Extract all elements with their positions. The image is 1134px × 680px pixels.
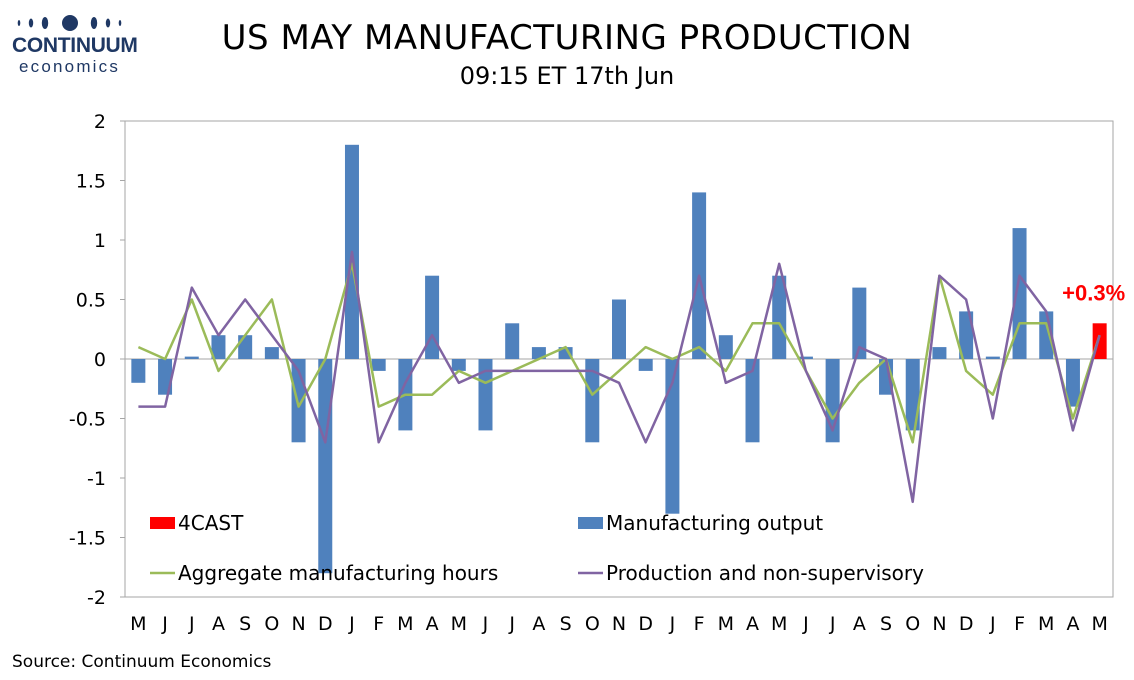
legend-label: Manufacturing output xyxy=(606,511,823,535)
legend-swatch xyxy=(578,517,603,529)
x-tick-label: J xyxy=(188,613,195,635)
chart-subtitle: 09:15 ET 17th Jun xyxy=(459,62,675,90)
output-bar xyxy=(558,347,573,359)
output-bar xyxy=(985,356,1000,359)
output-bar xyxy=(585,359,600,443)
output-bar xyxy=(531,347,546,359)
output-bar xyxy=(932,347,947,359)
x-tick-label: A xyxy=(1066,613,1079,635)
y-tick-label: 1.5 xyxy=(76,171,106,193)
x-tick-label: M xyxy=(1091,613,1107,635)
output-bar xyxy=(718,335,733,359)
x-tick-label: M xyxy=(771,613,787,635)
x-tick-label: J xyxy=(161,613,168,635)
legend-label: Aggregate manufacturing hours xyxy=(178,561,498,585)
bars-layer xyxy=(131,144,1107,574)
output-bar xyxy=(505,323,520,359)
output-bar xyxy=(638,359,653,371)
forecast-label: +0.3% xyxy=(1062,280,1125,305)
x-tick-label: M xyxy=(130,613,146,635)
x-tick-label: F xyxy=(373,613,384,635)
x-tick-label: A xyxy=(532,613,545,635)
x-tick-label: D xyxy=(638,613,653,635)
x-tick-label: F xyxy=(1014,613,1025,635)
output-bar xyxy=(451,359,466,371)
x-tick-label: J xyxy=(989,613,996,635)
logo-subtitle: economics xyxy=(19,57,121,76)
output-bar xyxy=(772,275,787,359)
y-tick-label: -0.5 xyxy=(69,409,106,431)
x-tick-label: S xyxy=(239,613,251,635)
x-tick-label: D xyxy=(318,613,333,635)
x-tick-label: S xyxy=(560,613,572,635)
x-tick-label: J xyxy=(802,613,809,635)
output-bar xyxy=(184,356,199,359)
output-bar xyxy=(959,311,974,359)
x-tick-label: F xyxy=(694,613,705,635)
output-bar xyxy=(425,275,440,359)
nonsupervisory-line xyxy=(138,250,1101,504)
output-bar xyxy=(478,359,493,431)
y-tick-label: 1 xyxy=(94,230,106,252)
output-bar xyxy=(665,359,680,514)
legend-label: 4CAST xyxy=(178,511,244,535)
y-tick-label: 2 xyxy=(94,111,106,133)
x-tick-label: J xyxy=(482,613,489,635)
x-tick-label: D xyxy=(959,613,974,635)
x-tick-label: A xyxy=(746,613,759,635)
y-tick-label: -1 xyxy=(87,468,106,490)
logo-brand: CONTINUUM xyxy=(12,34,138,57)
x-tick-label: A xyxy=(212,613,225,635)
x-tick-label: O xyxy=(585,613,600,635)
output-bar xyxy=(612,299,626,359)
legend-label: Production and non-supervisory xyxy=(606,561,924,585)
x-tick-label: N xyxy=(932,613,946,635)
source-note: Source: Continuum Economics xyxy=(12,652,272,672)
chart-title: US MAY MANUFACTURING PRODUCTION xyxy=(221,18,913,58)
x-tick-label: A xyxy=(853,613,866,635)
x-tick-label: M xyxy=(451,613,467,635)
x-tick-label: O xyxy=(905,613,920,635)
x-tick-label: M xyxy=(1038,613,1054,635)
x-tick-label: N xyxy=(612,613,626,635)
output-bar xyxy=(905,359,920,431)
x-tick-label: A xyxy=(426,613,439,635)
output-bar xyxy=(798,356,813,359)
output-bar xyxy=(264,347,279,359)
y-tick-label: -1.5 xyxy=(69,528,106,550)
output-bar xyxy=(745,359,760,443)
logo: CONTINUUM economics xyxy=(12,14,138,76)
x-tick-label: J xyxy=(669,613,676,635)
y-tick-label: 0 xyxy=(94,349,106,371)
output-bar xyxy=(131,359,146,383)
x-tick-label: S xyxy=(880,613,892,635)
x-tick-label: J xyxy=(348,613,355,635)
lines-layer xyxy=(137,250,1101,504)
x-tick-label: O xyxy=(264,613,279,635)
y-tick-label: 0.5 xyxy=(76,290,106,312)
x-tick-label: N xyxy=(291,613,305,635)
output-bar xyxy=(1012,228,1027,359)
output-bar xyxy=(318,359,333,574)
output-bar xyxy=(211,335,226,359)
y-tick-label: -2 xyxy=(87,587,106,609)
output-bar xyxy=(371,359,386,371)
x-tick-label: J xyxy=(508,613,515,635)
output-bar xyxy=(238,335,253,359)
output-bar xyxy=(1065,359,1080,407)
x-tick-label: M xyxy=(397,613,413,635)
logo-dots-icon xyxy=(17,15,122,31)
x-tick-label: M xyxy=(718,613,734,635)
output-bar xyxy=(852,287,867,359)
legend: 4CAST Manufacturing output Aggregate manuf… xyxy=(150,511,924,585)
x-tick-label: J xyxy=(829,613,836,635)
y-axis: 2 1.5 1 0.5 0 -0.5 -1 -1.5 -2 xyxy=(69,111,125,609)
legend-swatch xyxy=(150,517,175,529)
